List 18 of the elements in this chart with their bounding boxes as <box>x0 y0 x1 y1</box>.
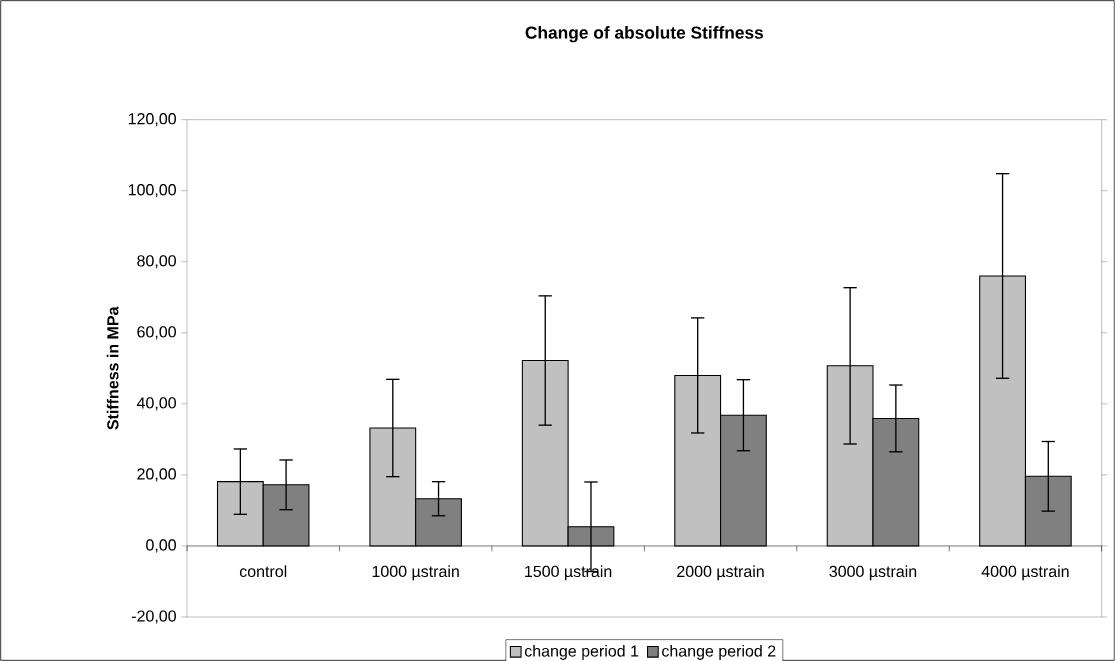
x-tick-label: 2000 µstrain <box>677 565 764 581</box>
y-tick-label: 40,00 <box>136 397 176 411</box>
y-tick-label: 100,00 <box>128 184 176 198</box>
x-tick-label: 4000 µstrain <box>981 565 1069 581</box>
y-axis-title: Stiffness in MPa <box>106 306 119 430</box>
y-tick-label: 80,00 <box>137 255 176 269</box>
x-tick-label: 1000 µstrain <box>372 565 459 581</box>
x-tick-label: control <box>239 565 287 578</box>
y-tick-label: 120,00 <box>128 113 176 127</box>
y-tick-label: 60,00 <box>137 326 176 340</box>
chart-title: Change of absolute Stiffness <box>525 26 764 43</box>
y-tick-label: -20,00 <box>131 610 176 624</box>
legend-label: change period 1 <box>524 644 639 660</box>
x-tick-label: 3000 µstrain <box>829 565 917 581</box>
legend-label: change period 2 <box>662 644 776 660</box>
y-tick-label: 0,00 <box>146 539 176 553</box>
x-tick-label: 1500 µstrain <box>525 565 612 581</box>
y-tick-label: 20,00 <box>137 468 176 482</box>
